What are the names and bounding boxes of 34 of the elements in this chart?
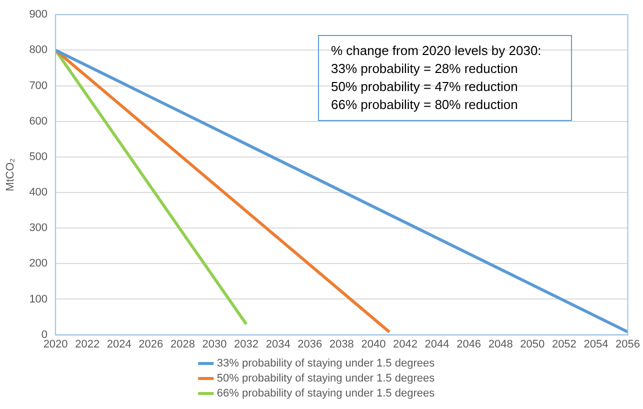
- legend-label: 50% probability of staying under 1.5 degrees: [216, 372, 436, 385]
- x-tick-label: 2036: [298, 338, 322, 350]
- y-tick-label: 500: [29, 150, 48, 163]
- y-tick-label: 600: [29, 115, 48, 128]
- x-tick-label: 2040: [361, 338, 386, 350]
- x-tick-label: 2026: [138, 338, 164, 350]
- x-tick-label: 2030: [202, 338, 227, 350]
- x-tick-label: 2022: [75, 338, 100, 350]
- x-tick-label: 2054: [584, 338, 608, 350]
- y-tick-label: 900: [29, 8, 48, 21]
- legend-label: 33% probability of staying under 1.5 degrees: [216, 358, 436, 370]
- x-tick-label: 2056: [616, 338, 640, 350]
- y-tick-label: 200: [29, 258, 48, 270]
- y-tick-label: 800: [29, 44, 48, 56]
- y-tick-label: 700: [29, 80, 48, 92]
- y-tick-label: 0: [41, 328, 48, 341]
- x-tick-label: 2032: [234, 338, 259, 350]
- x-tick-label: 2020: [43, 338, 68, 350]
- y-axis-title: MtCO₂: [4, 158, 17, 192]
- x-tick-label: 2050: [520, 338, 545, 350]
- x-tick-label: 2034: [266, 338, 290, 350]
- x-tick-label: 2048: [488, 338, 513, 350]
- x-tick-label: 2038: [329, 338, 354, 350]
- x-tick-label: 2028: [170, 338, 195, 350]
- y-tick-label: 400: [29, 186, 48, 199]
- x-tick-label: 2052: [552, 338, 576, 350]
- y-tick-label: 300: [29, 222, 48, 234]
- x-tick-label: 2046: [456, 338, 482, 350]
- x-tick-label: 2042: [392, 338, 418, 350]
- x-tick-label: 2044: [424, 338, 450, 350]
- x-tick-label: 2024: [106, 338, 132, 350]
- legend-label: 66% probability of staying under 1.5 degrees: [216, 388, 436, 400]
- annotation: % change from 2020 levels by 2030: 33% probability = 28% reduction 50% probability = 47% reduction 66% probability = 80% reduction: [318, 35, 572, 121]
- y-tick-label: 100: [29, 293, 48, 306]
